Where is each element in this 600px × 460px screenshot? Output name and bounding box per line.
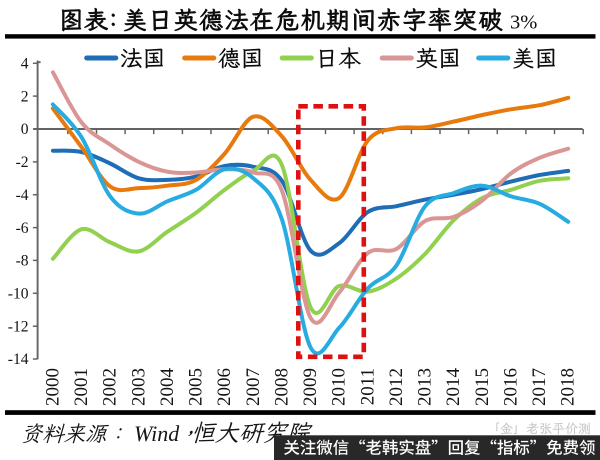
svg-text:2005: 2005 — [186, 368, 207, 406]
svg-text:-14: -14 — [8, 351, 29, 368]
svg-text:2017: 2017 — [529, 368, 550, 406]
svg-text:2002: 2002 — [100, 368, 121, 406]
svg-text:2014: 2014 — [443, 368, 464, 407]
svg-text:2013: 2013 — [415, 368, 436, 406]
svg-text:-2: -2 — [16, 154, 29, 171]
svg-text:2004: 2004 — [157, 368, 178, 407]
svg-text:2009: 2009 — [300, 368, 321, 406]
svg-text:2: 2 — [21, 88, 29, 105]
svg-text:2007: 2007 — [243, 368, 264, 406]
svg-text:2000: 2000 — [42, 368, 63, 406]
svg-text:0: 0 — [21, 121, 29, 138]
svg-text:2011: 2011 — [357, 368, 378, 405]
svg-text:4: 4 — [21, 56, 29, 73]
svg-text:3%: 3% — [510, 12, 537, 34]
svg-text:Wind: Wind — [134, 421, 180, 446]
svg-text:2001: 2001 — [71, 368, 92, 406]
svg-text:2018: 2018 — [558, 368, 579, 406]
svg-text:-4: -4 — [16, 187, 29, 204]
svg-text:2006: 2006 — [214, 368, 235, 406]
svg-text:2010: 2010 — [329, 368, 350, 406]
svg-text:2003: 2003 — [128, 368, 149, 406]
svg-text:2016: 2016 — [501, 368, 522, 406]
svg-text:-6: -6 — [16, 220, 29, 237]
svg-text:2008: 2008 — [271, 368, 292, 406]
svg-text:-12: -12 — [8, 318, 29, 335]
svg-text:-10: -10 — [8, 286, 29, 303]
svg-text:2015: 2015 — [472, 368, 493, 406]
svg-text:2012: 2012 — [386, 368, 407, 406]
svg-text:-8: -8 — [16, 253, 29, 270]
